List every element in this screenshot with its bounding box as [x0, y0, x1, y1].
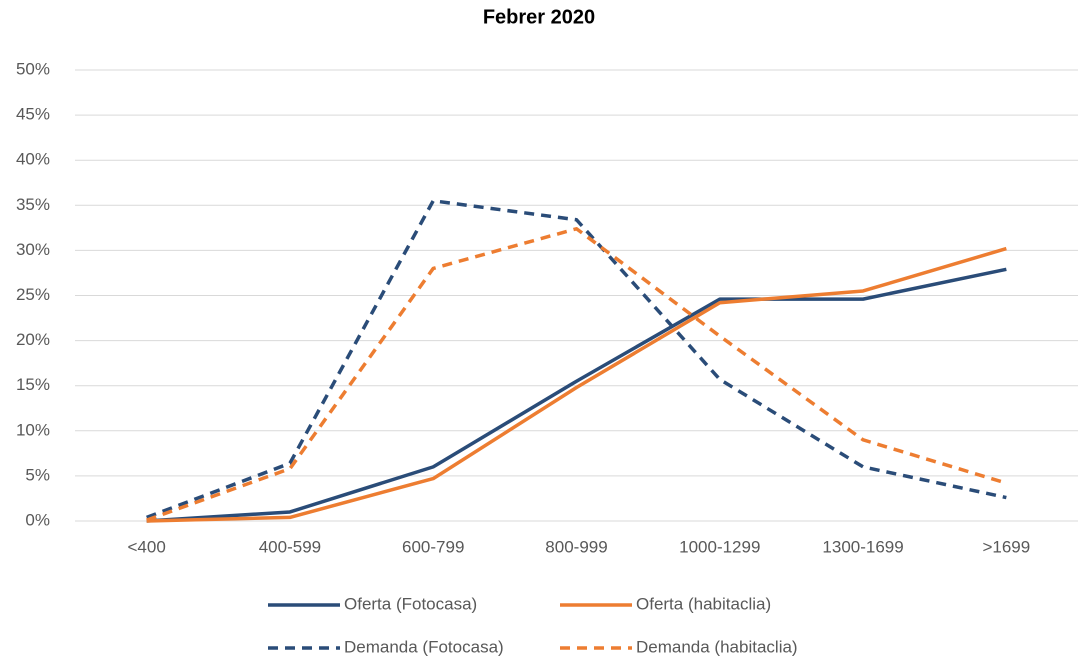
y-tick-label: 0%: [25, 510, 50, 529]
y-tick-label: 25%: [16, 285, 50, 304]
chart-title: Febrer 2020: [483, 6, 595, 28]
series-line: [146, 199, 1007, 520]
x-tick-label: 400-599: [259, 537, 321, 556]
y-tick-label: 20%: [16, 330, 50, 349]
series-line: [146, 267, 1007, 523]
y-tick-label: 35%: [16, 195, 50, 214]
y-tick-label: 30%: [16, 240, 50, 259]
x-tick-label: 800-999: [545, 537, 607, 556]
legend-label: Demanda (habitaclia): [636, 637, 798, 656]
y-tick-label: 45%: [16, 105, 50, 124]
legend-label: Oferta (habitaclia): [636, 594, 771, 613]
x-tick-label: >1699: [982, 537, 1030, 556]
x-tick-label: 600-799: [402, 537, 464, 556]
series-line: [146, 246, 1007, 523]
legend-label: Oferta (Fotocasa): [344, 594, 477, 613]
y-tick-label: 10%: [16, 420, 50, 439]
legend-label: Demanda (Fotocasa): [344, 637, 504, 656]
series-line: [146, 227, 1007, 522]
x-tick-label: <400: [127, 537, 165, 556]
x-tick-label: 1000-1299: [679, 537, 760, 556]
y-tick-label: 5%: [25, 465, 50, 484]
y-tick-label: 40%: [16, 150, 50, 169]
y-tick-label: 15%: [16, 375, 50, 394]
x-tick-label: 1300-1699: [822, 537, 903, 556]
y-tick-label: 50%: [16, 59, 50, 78]
